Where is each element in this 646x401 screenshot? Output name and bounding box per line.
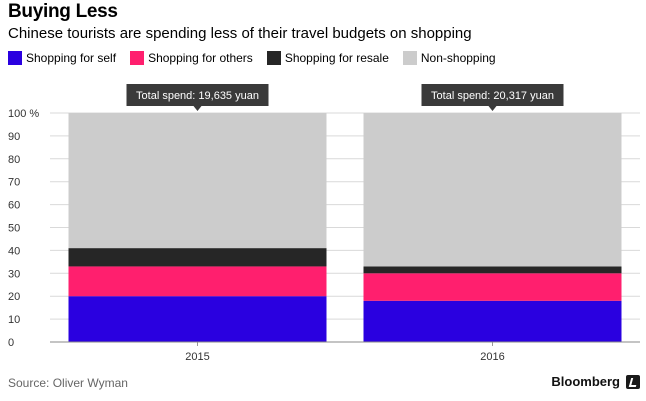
y-tick-label: 0 bbox=[8, 337, 14, 349]
bar-segment bbox=[363, 266, 622, 274]
legend-swatch bbox=[8, 51, 22, 65]
y-tick-label: 20 bbox=[8, 291, 20, 303]
source-note: Source: Oliver Wyman bbox=[8, 376, 128, 390]
bar-segment bbox=[68, 266, 327, 297]
legend-swatch bbox=[266, 51, 281, 65]
x-tick-label: 2015 bbox=[185, 351, 209, 363]
annotation-box bbox=[126, 84, 269, 106]
bar-segment bbox=[68, 296, 327, 342]
legend-label: Non-shopping bbox=[420, 51, 496, 65]
bar-segment bbox=[363, 300, 622, 342]
legend-swatch bbox=[130, 51, 145, 65]
stacked-bar-chart: 0 10 20 30 40 50 60 70 80 90 100 % 2015 Total spend:… bbox=[8, 84, 640, 363]
bar-segment bbox=[363, 113, 622, 267]
legend: Shopping for self Shopping for others Sh… bbox=[8, 50, 510, 66]
annotation-box bbox=[421, 84, 564, 106]
y-tick-label: 90 bbox=[8, 131, 20, 143]
bar-segment bbox=[363, 273, 622, 301]
annotation-label: Total spend: 19,635 yuan bbox=[136, 90, 259, 102]
y-tick-label: 10 bbox=[8, 314, 20, 326]
annotation-pointer bbox=[193, 106, 202, 111]
legend-label: Shopping for resale bbox=[284, 51, 389, 65]
legend-item-shopping-self: Shopping for self bbox=[8, 51, 116, 65]
annotation-pointer bbox=[488, 106, 497, 111]
legend-item-shopping-resale: Shopping for resale bbox=[266, 51, 389, 65]
legend-swatch bbox=[402, 51, 417, 65]
annotation-label: Total spend: 20,317 yuan bbox=[431, 90, 554, 102]
brand-label: Bloomberg bbox=[551, 374, 620, 389]
y-tick-label: 50 bbox=[8, 223, 20, 235]
bar-segment bbox=[68, 113, 327, 249]
y-tick-label: 70 bbox=[8, 177, 20, 189]
legend-label: Shopping for others bbox=[148, 51, 253, 65]
legend-label: Shopping for self bbox=[26, 51, 117, 65]
y-tick-label: 80 bbox=[8, 154, 20, 166]
chart-title: Buying Less bbox=[8, 1, 118, 22]
y-tick-label: 40 bbox=[8, 245, 20, 257]
bar-segment bbox=[68, 248, 327, 267]
y-tick-label: 60 bbox=[8, 200, 20, 212]
y-tick-label: 100 % bbox=[8, 108, 39, 120]
legend-item-non-shopping: Non-shopping bbox=[402, 51, 496, 65]
bloomberg-logo-icon bbox=[626, 375, 640, 389]
legend-item-shopping-others: Shopping for others bbox=[130, 51, 253, 65]
x-tick-label: 2016 bbox=[480, 351, 504, 363]
chart-subtitle: Chinese tourists are spending less of th… bbox=[8, 25, 472, 42]
y-tick-label: 30 bbox=[8, 268, 20, 280]
